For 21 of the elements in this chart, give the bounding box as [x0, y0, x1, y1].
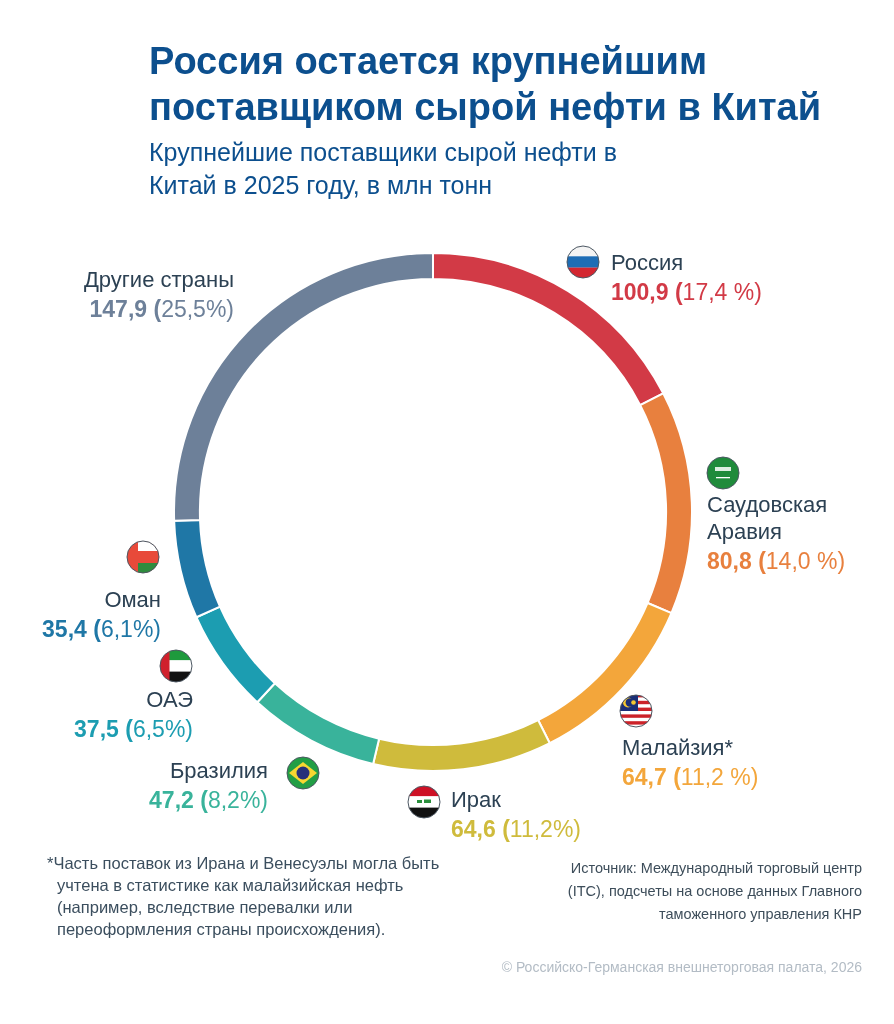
data-label: 100,9 (17,4 %) [611, 278, 762, 307]
slice-label: Другие страны [83, 266, 234, 293]
data-label: 64,7 (11,2 %) [622, 763, 759, 792]
slice-label: Россия [611, 249, 685, 276]
slice-label: Саудовская Аравия [707, 491, 829, 545]
data-label: 80,8 (14,0 %) [707, 547, 847, 576]
data-label: 47,2 (8,2%) [149, 786, 268, 815]
data-label: 37,5 (6,5%) [74, 715, 193, 744]
chart-subtitle: Крупнейшие поставщики сырой нефти в Китай в 2025 году, в млн тонн [149, 137, 618, 201]
data-label: 147,9 (25,5%) [88, 295, 234, 324]
data-label: 35,4 (6,1%) [42, 615, 161, 644]
text: *Часть поставок из Ирана и Венесуэлы могла быть учтена в статистике как малайзийская нефть (например, вследствие перевалки или переоформления страны происхождения). [47, 853, 441, 940]
data-label: 64,6 (11,2%) [451, 815, 581, 844]
slice-label: Малайзия* [622, 734, 735, 761]
slice-label: ОАЭ [145, 686, 193, 713]
text: Источник: Международный торговый центр (ITC), подсчеты на основе данных Главного таможенного управления КНР [566, 859, 862, 924]
slice-label: Ирак [451, 786, 502, 813]
slice-label: Бразилия [168, 757, 268, 784]
text: © Российско-Германская внешнеторговая палата, 2026 [500, 958, 862, 977]
slice-label: Оман [103, 586, 161, 613]
chart-title: Россия остается крупнейшим поставщиком сырой нефти в Китай [149, 39, 823, 130]
